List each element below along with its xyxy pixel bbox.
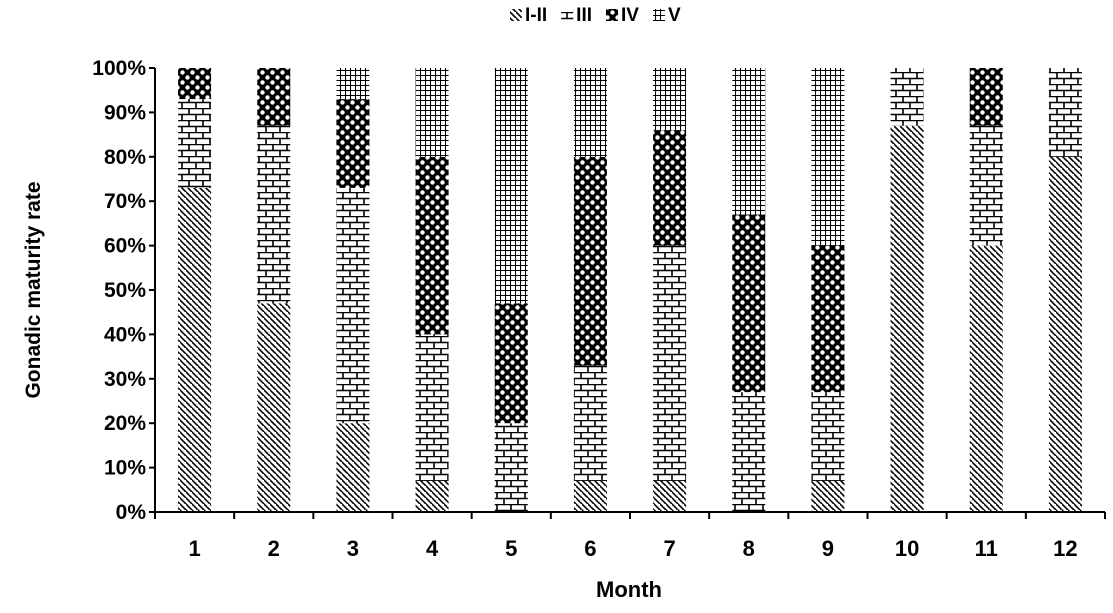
bar-segment-i-ii-month-10 [890, 125, 924, 512]
x-tick-label-month-6: 6 [584, 536, 596, 561]
bar-segment-iv-month-1 [178, 68, 212, 100]
legend-item-i-ii: I-II [510, 5, 547, 26]
x-tick-label-month-3: 3 [347, 536, 359, 561]
x-tick-label-month-5: 5 [505, 536, 517, 561]
bar-segment-iii-month-8 [732, 392, 766, 512]
legend-swatch-iii [561, 9, 574, 21]
bar-segment-iv-month-2 [257, 68, 291, 126]
legend-item-v: V [652, 5, 681, 26]
x-tick-label-month-10: 10 [895, 536, 919, 561]
x-tick-label-month-1: 1 [188, 536, 200, 561]
x-tick-label-month-11: 11 [975, 536, 998, 561]
bar-segment-iii-month-5 [494, 423, 528, 512]
bar-segment-iv-month-7 [653, 130, 687, 246]
y-tick-label: 100% [92, 57, 146, 80]
y-tick-label: 90% [104, 101, 146, 124]
legend-label-i-ii: I-II [525, 5, 547, 26]
x-tick-label-month-12: 12 [1053, 536, 1077, 561]
legend-item-iii: III [561, 5, 592, 26]
legend-label-iii: III [576, 5, 592, 26]
legend-swatch-i-ii [510, 9, 522, 21]
bar-segment-i-ii-month-12 [1048, 156, 1082, 513]
legend-label-v: V [668, 5, 681, 26]
x-tick-label-month-9: 9 [822, 536, 834, 561]
bar-segment-v-month-9 [811, 68, 845, 246]
bar-segment-iv-month-9 [811, 245, 845, 393]
bar-segment-iv-month-6 [573, 156, 607, 366]
bar-segment-iii-month-1 [178, 99, 212, 188]
y-axis-label: Gonadic maturity rate [22, 181, 45, 398]
bar-segment-iii-month-7 [653, 245, 687, 481]
y-tick-label: 40% [104, 323, 146, 346]
bar-segment-iv-month-3 [336, 99, 370, 188]
bar-segment-v-month-3 [336, 68, 370, 100]
bar-segment-iv-month-11 [969, 68, 1003, 126]
x-tick-label-month-7: 7 [663, 536, 675, 561]
bar-segment-v-month-4 [415, 68, 449, 157]
axes-layer: 0%10%20%30%40%50%60%70%80%90%100%1 2 3 4 5 6 7… [92, 57, 1106, 561]
x-tick-label-month-8: 8 [743, 536, 755, 561]
legend-item-iv: IV [606, 5, 639, 26]
bar-segment-iii-month-4 [415, 334, 449, 481]
bar-segment-i-ii-month-2 [257, 303, 291, 512]
bar-segment-iv-month-4 [415, 156, 449, 335]
y-tick-label: 20% [104, 412, 146, 435]
bar-segment-iii-month-2 [257, 125, 291, 304]
y-tick-label: 50% [104, 279, 146, 302]
legend-label-iv: IV [621, 5, 639, 26]
bar-segment-iii-month-11 [969, 125, 1003, 246]
bar-segment-i-ii-month-4 [415, 480, 449, 512]
bar-segment-iv-month-5 [494, 303, 528, 424]
legend-swatch-iv [606, 9, 619, 21]
bar-segment-v-month-5 [494, 68, 528, 304]
y-tick-label: 70% [104, 190, 146, 213]
x-tick-label-month-4: 4 [426, 536, 439, 561]
bar-segment-v-month-8 [732, 68, 766, 215]
bar-layer [178, 68, 1082, 513]
x-axis-label: Month [596, 577, 662, 602]
bar-segment-iii-month-3 [336, 187, 370, 424]
bar-segment-iii-month-6 [573, 365, 607, 481]
y-tick-label: 10% [104, 457, 146, 480]
chart-legend: I-II III IV V [510, 5, 681, 26]
x-tick-label-month-2: 2 [268, 536, 280, 561]
y-tick-label: 60% [104, 235, 146, 258]
bar-segment-iii-month-12 [1048, 68, 1082, 157]
legend-swatch-v [652, 9, 665, 21]
bar-segment-i-ii-month-7 [653, 480, 687, 512]
bar-segment-iii-month-9 [811, 392, 845, 481]
bar-segment-iii-month-10 [890, 68, 924, 126]
bar-segment-v-month-7 [653, 68, 687, 131]
bar-segment-iv-month-8 [732, 214, 766, 393]
bar-segment-i-ii-month-3 [336, 423, 370, 512]
bar-segment-i-ii-month-6 [573, 480, 607, 512]
bar-segment-v-month-6 [573, 68, 607, 157]
y-tick-label: 80% [104, 146, 146, 169]
y-tick-label: 30% [104, 368, 146, 391]
bar-segment-i-ii-month-1 [178, 187, 212, 512]
bar-segment-i-ii-month-9 [811, 480, 845, 512]
bar-segment-i-ii-month-11 [969, 245, 1003, 512]
y-tick-label: 0% [116, 501, 147, 524]
